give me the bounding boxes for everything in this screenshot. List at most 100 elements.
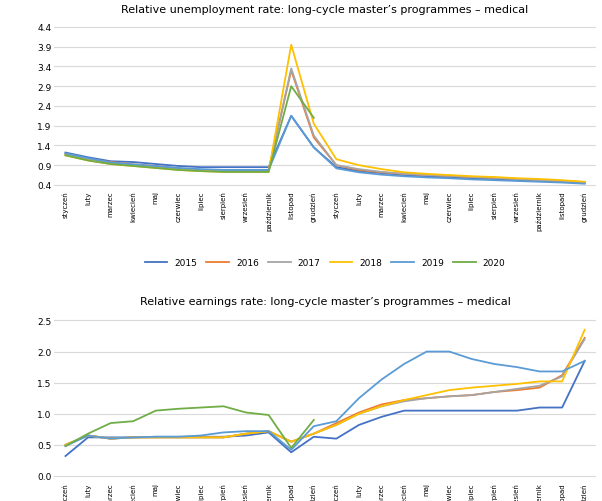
2016 <box>514 387 521 393</box>
2020 <box>220 403 227 409</box>
2018 <box>468 174 476 180</box>
2017 <box>536 383 543 389</box>
2015 <box>243 433 250 439</box>
2017 <box>84 157 92 163</box>
2018 <box>288 439 295 445</box>
2015 <box>423 408 430 414</box>
2019 <box>378 377 385 383</box>
2016 <box>536 385 543 391</box>
2019 <box>310 145 317 151</box>
2019 <box>559 369 566 375</box>
2018 <box>310 121 317 127</box>
Line: 2016: 2016 <box>66 71 585 183</box>
2015 <box>355 422 362 428</box>
2019 <box>581 358 588 364</box>
Line: 2019: 2019 <box>66 352 585 450</box>
2018 <box>84 433 92 439</box>
2015 <box>491 177 498 183</box>
2020 <box>243 169 250 175</box>
2018 <box>355 411 362 417</box>
2015 <box>400 408 408 414</box>
2016 <box>62 152 69 158</box>
2018 <box>62 442 69 448</box>
2016 <box>445 173 453 179</box>
2015 <box>310 434 317 440</box>
2017 <box>491 175 498 181</box>
2016 <box>310 431 317 437</box>
2016 <box>581 180 588 186</box>
2016 <box>220 168 227 174</box>
2020 <box>107 162 114 168</box>
2020 <box>175 406 182 412</box>
2019 <box>378 172 385 178</box>
2017 <box>355 411 362 417</box>
2017 <box>288 66 295 72</box>
2019 <box>288 447 295 453</box>
2019 <box>514 179 521 185</box>
2018 <box>581 179 588 185</box>
2017 <box>581 180 588 186</box>
2018 <box>197 434 205 440</box>
2018 <box>536 177 543 183</box>
2017 <box>333 422 340 428</box>
2017 <box>536 178 543 184</box>
2015 <box>107 159 114 165</box>
2016 <box>197 167 205 173</box>
2015 <box>265 165 272 171</box>
2016 <box>288 68 295 74</box>
2019 <box>62 443 69 449</box>
2020 <box>243 410 250 416</box>
2018 <box>423 171 430 177</box>
2019 <box>445 176 453 182</box>
2019 <box>536 179 543 185</box>
2018 <box>423 392 430 398</box>
2016 <box>355 410 362 416</box>
2018 <box>445 173 453 179</box>
2017 <box>62 152 69 158</box>
Line: 2017: 2017 <box>66 340 585 445</box>
2020 <box>175 167 182 173</box>
2015 <box>445 175 453 181</box>
2018 <box>468 385 476 391</box>
2017 <box>468 175 476 181</box>
2018 <box>62 153 69 159</box>
2018 <box>129 434 137 440</box>
2019 <box>468 177 476 183</box>
2016 <box>129 434 137 440</box>
2018 <box>107 436 114 442</box>
2018 <box>243 169 250 175</box>
2018 <box>514 381 521 387</box>
2018 <box>197 169 205 175</box>
2015 <box>378 414 385 420</box>
2017 <box>107 161 114 167</box>
2019 <box>243 167 250 173</box>
2019 <box>107 160 114 166</box>
2016 <box>107 160 114 166</box>
2016 <box>468 392 476 398</box>
2017 <box>423 395 430 401</box>
Line: 2016: 2016 <box>66 338 585 445</box>
2019 <box>107 436 114 442</box>
2015 <box>581 358 588 364</box>
2017 <box>197 434 205 440</box>
2019 <box>220 429 227 435</box>
2019 <box>514 364 521 370</box>
2019 <box>400 361 408 367</box>
2018 <box>333 157 340 163</box>
2019 <box>62 151 69 157</box>
Line: 2019: 2019 <box>66 117 585 184</box>
2018 <box>559 178 566 184</box>
2016 <box>536 178 543 184</box>
2019 <box>129 434 137 440</box>
2018 <box>559 379 566 385</box>
2016 <box>333 420 340 426</box>
2018 <box>175 434 182 440</box>
2015 <box>288 114 295 120</box>
2019 <box>355 395 362 401</box>
2018 <box>220 434 227 440</box>
2016 <box>197 434 205 440</box>
2016 <box>400 171 408 177</box>
2020 <box>107 420 114 426</box>
2015 <box>197 434 205 440</box>
2017 <box>310 133 317 139</box>
